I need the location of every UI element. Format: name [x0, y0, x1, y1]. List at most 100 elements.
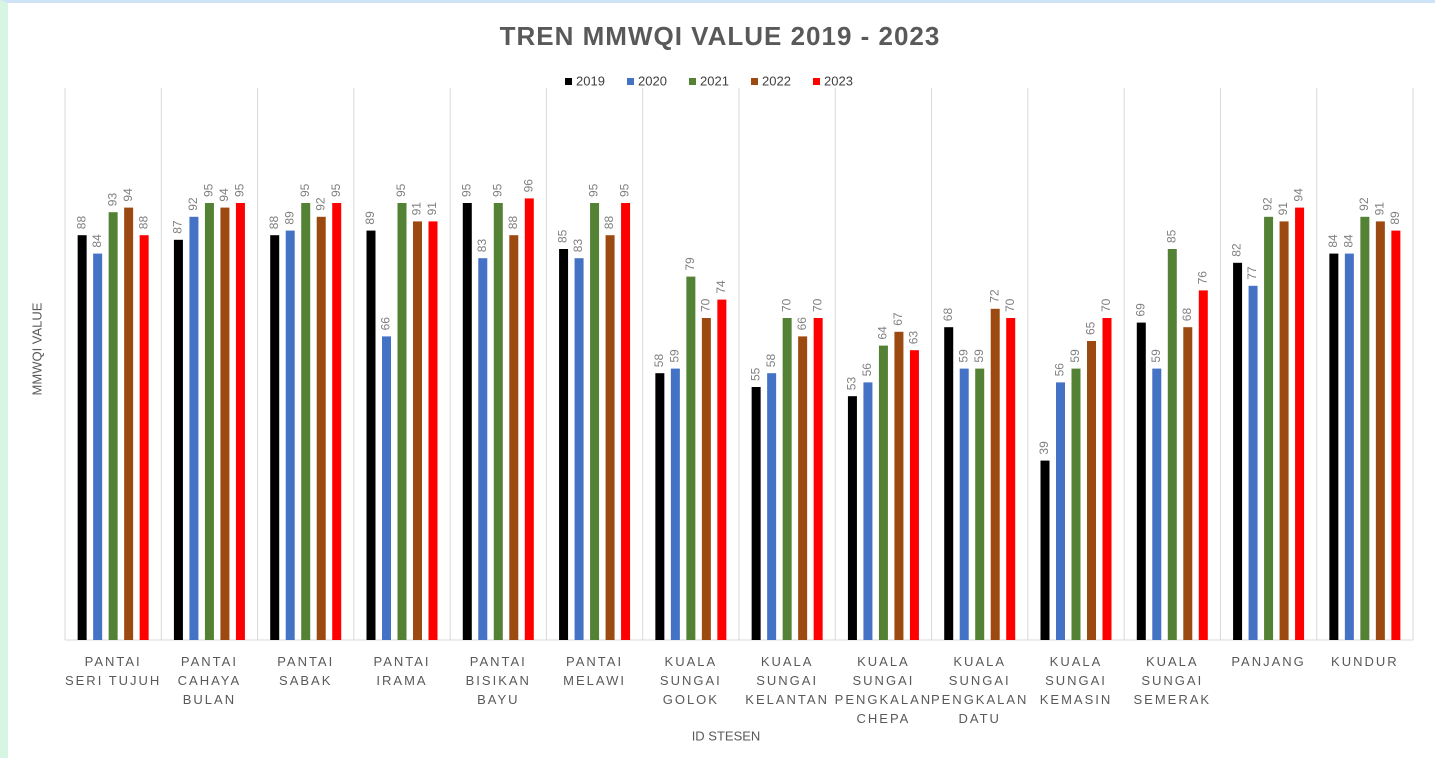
bar	[590, 203, 600, 640]
bar	[1183, 327, 1193, 640]
bar	[813, 318, 823, 640]
data-label: 69	[1133, 303, 1147, 317]
data-label: 92	[313, 197, 327, 211]
bar	[1152, 368, 1162, 640]
y-axis-label: MMWQI VALUE	[29, 302, 44, 395]
data-label: 89	[1388, 211, 1402, 225]
data-label: 91	[1276, 202, 1290, 216]
x-tick-label: KUALA SUNGAI PENGKALAN DATU	[931, 654, 1028, 726]
bar	[686, 276, 696, 640]
x-tick-label: KUALA SUNGAI KEMASIN	[1040, 654, 1113, 707]
bar	[1006, 318, 1016, 640]
data-label: 68	[941, 308, 955, 322]
data-label: 95	[298, 183, 312, 197]
bar	[574, 258, 584, 640]
bar	[894, 331, 904, 640]
bar	[670, 368, 680, 640]
data-label: 92	[1261, 197, 1275, 211]
data-label: 77	[1245, 266, 1259, 280]
bar	[1087, 341, 1096, 640]
bar	[509, 235, 519, 640]
x-tick-label: PANTAI IRAMA	[373, 654, 430, 688]
data-label: 91	[1373, 202, 1387, 216]
data-label: 88	[136, 216, 150, 230]
x-tick-label: PANTAI BISIKAN BAYU	[466, 654, 531, 707]
x-tick-label: KUALA SUNGAI GOLOK	[660, 654, 722, 707]
data-label: 56	[860, 363, 874, 377]
data-label: 92	[1357, 197, 1371, 211]
bar	[124, 207, 134, 640]
x-axis-label: ID STESEN	[692, 728, 761, 743]
data-label: 70	[810, 298, 824, 312]
bar	[285, 230, 295, 640]
data-label: 84	[90, 234, 104, 248]
legend-label: 2019	[576, 73, 605, 88]
data-label: 94	[217, 188, 231, 202]
bar	[847, 396, 857, 640]
bar	[493, 203, 503, 640]
bar	[220, 207, 230, 640]
legend-label: 2021	[700, 73, 729, 88]
data-label: 89	[282, 211, 296, 225]
data-label: 70	[779, 298, 793, 312]
bar	[1198, 290, 1208, 640]
legend-label: 2020	[638, 73, 667, 88]
data-label: 95	[329, 183, 343, 197]
bar	[235, 203, 245, 640]
data-label: 59	[668, 349, 682, 363]
bar	[173, 239, 183, 641]
chart-title: TREN MMWQI VALUE 2019 - 2023	[500, 21, 941, 51]
legend-swatch	[813, 78, 820, 85]
data-label: 74	[714, 280, 728, 294]
data-label: 95	[233, 183, 247, 197]
bar	[332, 203, 342, 640]
data-label: 59	[1068, 349, 1082, 363]
legend-label: 2022	[762, 73, 791, 88]
bar	[428, 221, 438, 640]
data-label: 58	[652, 354, 666, 368]
data-label: 39	[1037, 441, 1051, 455]
data-label: 89	[363, 211, 377, 225]
data-label: 70	[1003, 298, 1017, 312]
bar	[1248, 285, 1258, 640]
bar	[975, 368, 985, 640]
data-label: 85	[556, 229, 570, 243]
data-label: 94	[1292, 188, 1306, 202]
bar	[301, 203, 311, 640]
bar	[863, 382, 873, 640]
legend-swatch	[627, 78, 634, 85]
bar	[397, 203, 407, 640]
data-label: 59	[972, 349, 986, 363]
legend-swatch	[565, 78, 572, 85]
bar	[413, 221, 422, 640]
data-label: 88	[267, 216, 281, 230]
bar	[1056, 382, 1065, 640]
bar	[366, 230, 376, 640]
data-label: 53	[845, 377, 859, 391]
data-label: 58	[764, 354, 778, 368]
bar	[316, 216, 326, 641]
data-label: 72	[987, 289, 1001, 303]
data-label: 84	[1326, 234, 1340, 248]
bar	[1167, 249, 1177, 640]
bar	[1233, 262, 1243, 640]
x-tick-label: PANJANG	[1231, 654, 1305, 669]
data-label: 96	[521, 179, 535, 193]
data-label: 95	[490, 183, 504, 197]
data-label: 91	[425, 202, 439, 216]
bar	[270, 235, 280, 640]
bar	[990, 308, 1000, 640]
legend-swatch	[751, 78, 758, 85]
bar	[944, 327, 954, 640]
data-label: 95	[394, 183, 408, 197]
x-tick-label: KUALA SUNGAI PENGKALAN CHEPA	[835, 654, 932, 726]
data-label: 88	[74, 216, 88, 230]
data-label: 55	[748, 367, 762, 381]
bar	[1295, 207, 1305, 640]
data-label: 93	[105, 193, 119, 207]
bar	[701, 318, 711, 640]
data-label: 82	[1230, 243, 1244, 257]
data-label: 83	[571, 239, 585, 253]
bar	[1102, 318, 1112, 640]
x-tick-label: KUALA SUNGAI KELANTAN	[745, 654, 829, 707]
